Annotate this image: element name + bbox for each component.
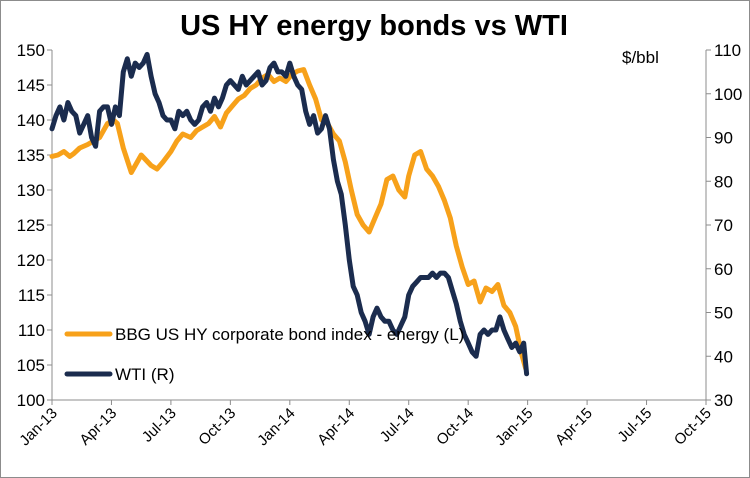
x-tick-label: Apr-13: [76, 405, 120, 449]
series-line-energy-bonds: [49, 67, 529, 371]
legend-label: WTI (R): [115, 365, 174, 384]
x-tick-label: Oct-15: [671, 405, 715, 449]
x-tick-label: Jul-15: [614, 405, 655, 446]
left-tick-label: 125: [17, 216, 45, 235]
left-tick-label: 135: [17, 146, 45, 165]
x-tick-label: Jan-15: [492, 405, 536, 449]
x-tick-label: Jul-13: [139, 405, 180, 446]
left-tick-label: 150: [17, 41, 45, 60]
x-tick-label: Apr-14: [314, 405, 358, 449]
left-tick-label: 100: [17, 391, 45, 410]
right-tick-label: 80: [714, 172, 733, 191]
right-tick-label: 30: [714, 391, 733, 410]
left-tick-label: 130: [17, 181, 45, 200]
right-tick-label: 50: [714, 304, 733, 323]
legend: BBG US HY corporate bond index - energy …: [64, 325, 464, 384]
left-tick-label: 140: [17, 111, 45, 130]
x-tick-label: Jul-14: [377, 405, 418, 446]
x-tick-label: Oct-14: [433, 405, 477, 449]
left-tick-label: 115: [18, 286, 45, 305]
right-tick-label: 90: [714, 129, 733, 148]
series-line-wti: [49, 51, 530, 377]
x-tick-label: Apr-15: [552, 405, 596, 449]
right-tick-label: 70: [714, 216, 733, 235]
right-tick-label: 60: [714, 260, 733, 279]
x-tick-label: Jan-13: [16, 405, 60, 449]
axes: 100 105 110 115 120 125 130 135 140 145 150 30 40 50 6…: [16, 41, 742, 449]
x-tick-label: Jan-14: [254, 405, 298, 449]
right-tick-label: 110: [714, 41, 741, 60]
right-tick-label: 100: [714, 85, 742, 104]
legend-label: BBG US HY corporate bond index - energy …: [115, 325, 464, 344]
right-tick-label: 40: [714, 347, 733, 366]
series-lines: [49, 51, 530, 377]
left-tick-label: 105: [17, 356, 45, 375]
left-tick-label: 145: [17, 76, 45, 95]
chart-title: US HY energy bonds vs WTI: [180, 10, 568, 42]
left-tick-label: 120: [17, 251, 45, 270]
left-tick-label: 110: [18, 321, 45, 340]
right-axis-unit: $/bbl: [622, 48, 659, 67]
x-tick-label: Oct-13: [195, 405, 239, 449]
